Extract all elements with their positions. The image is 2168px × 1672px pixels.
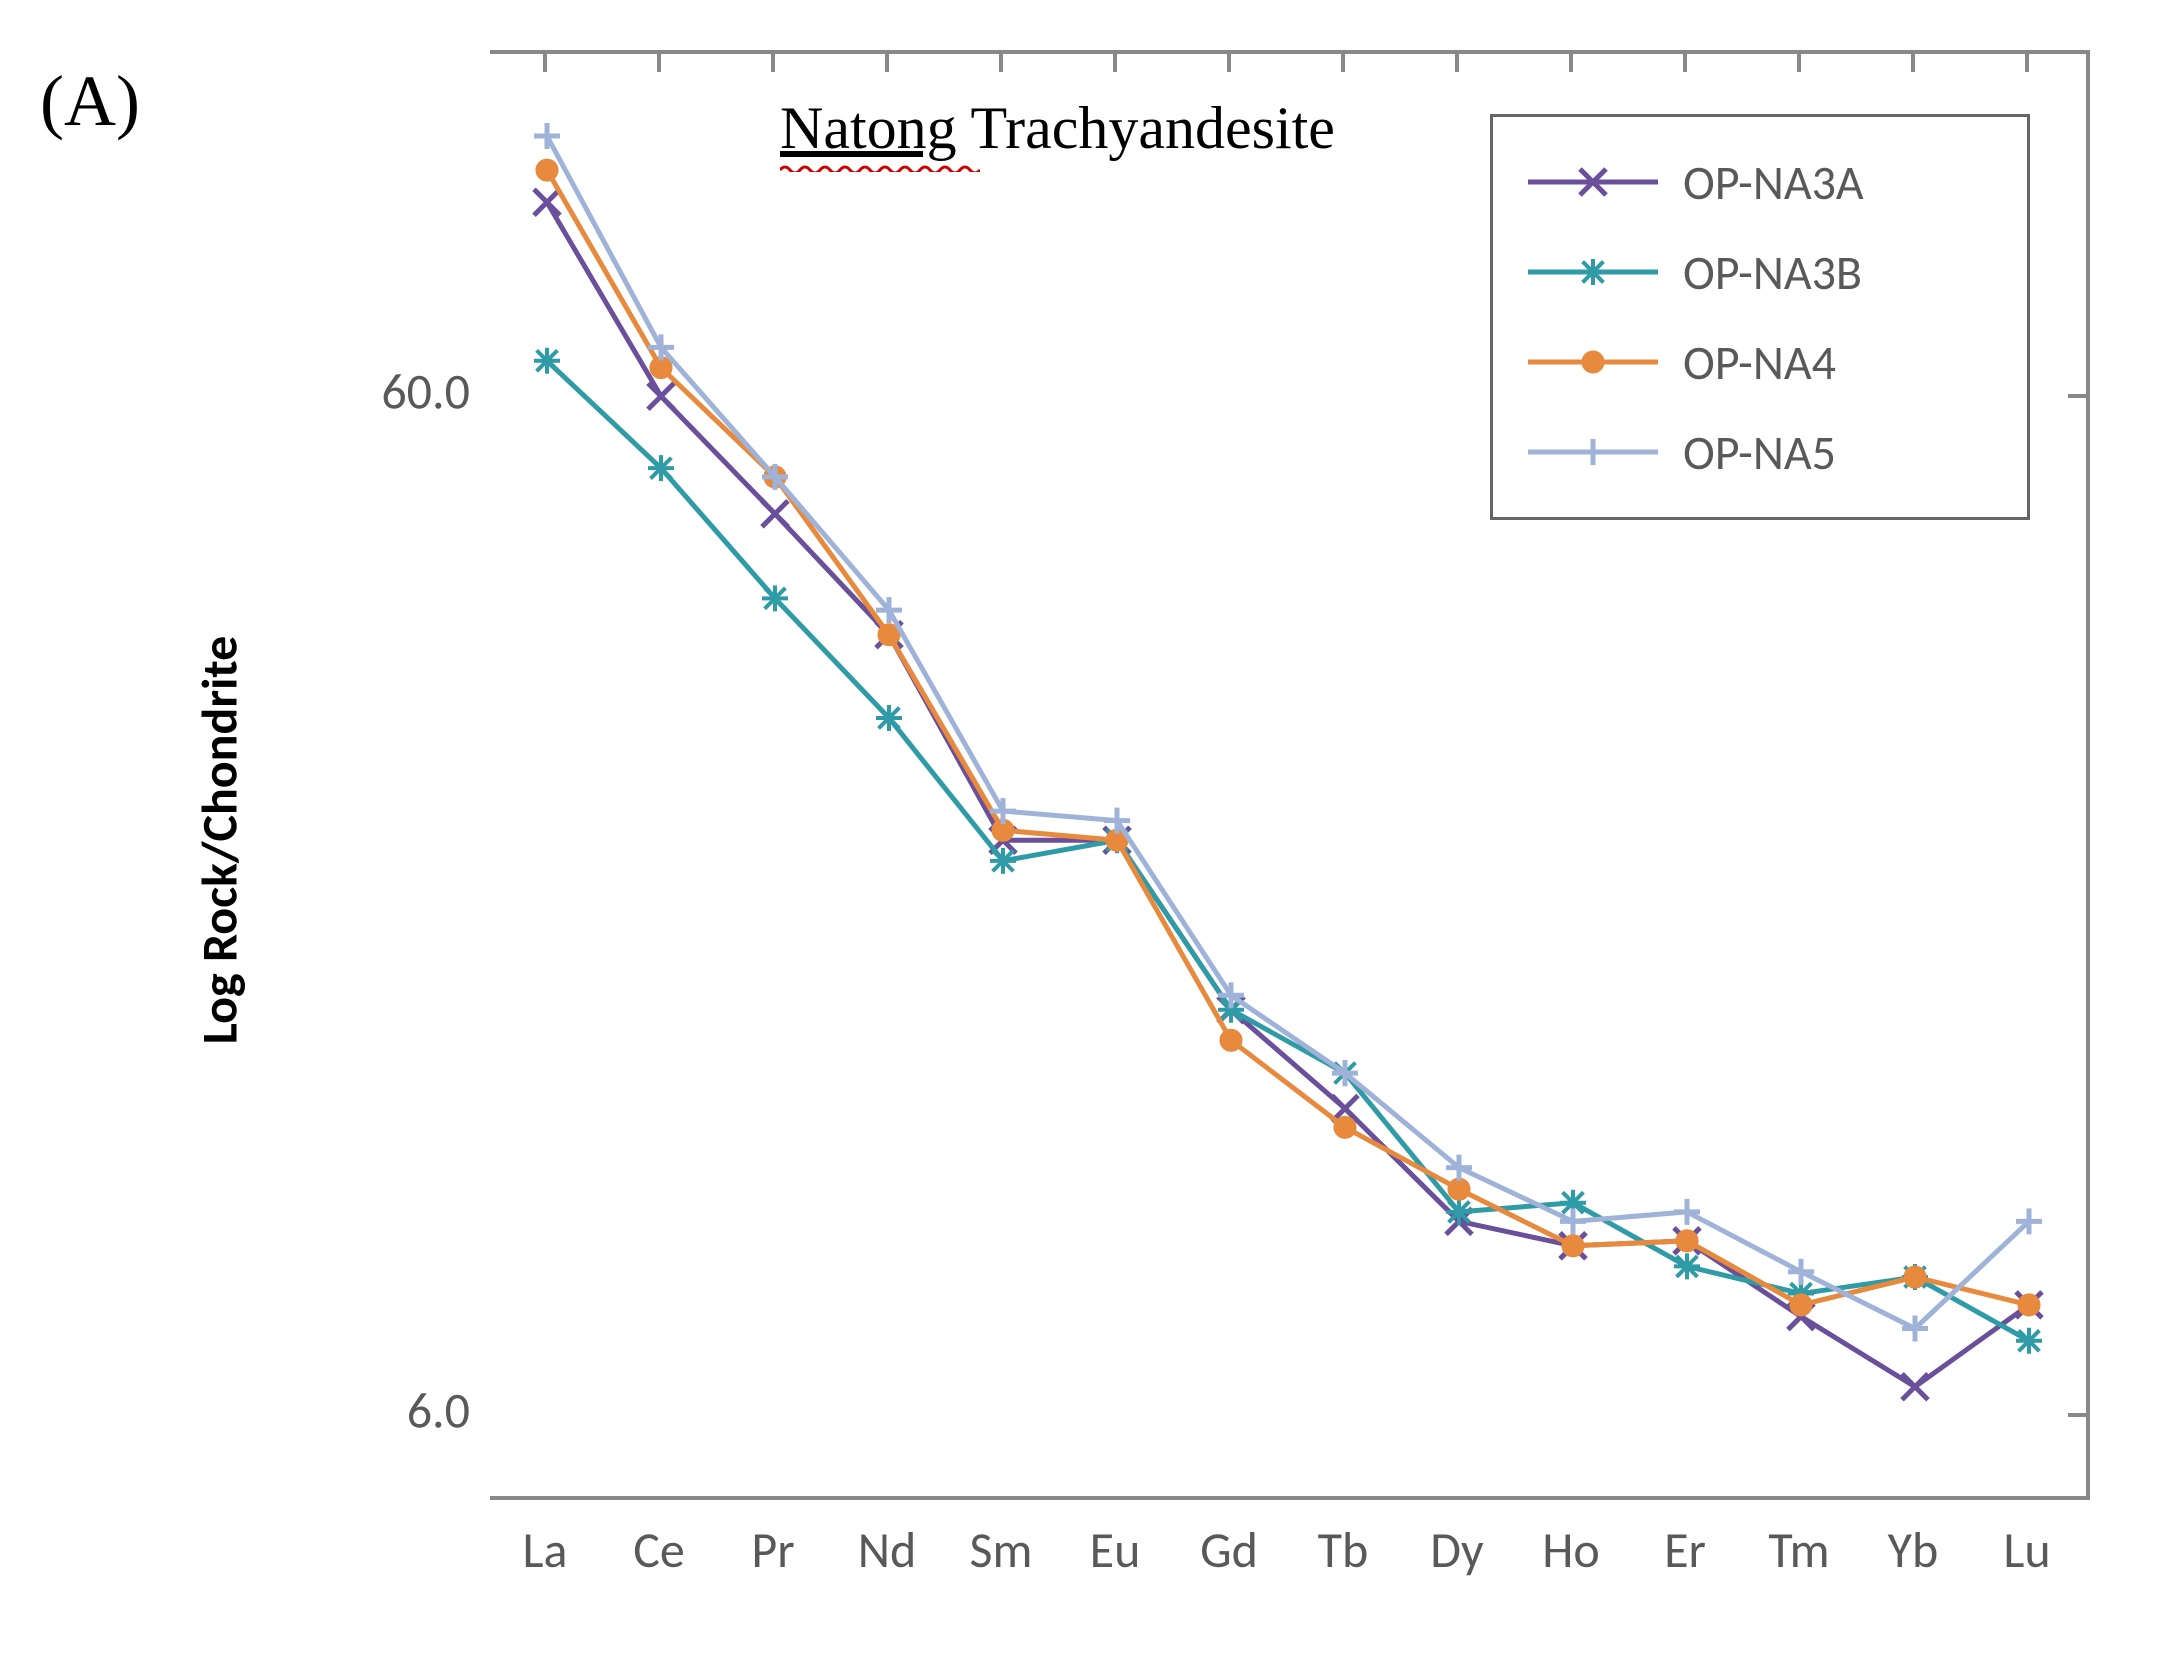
legend-item: OP-NA3A [1523,137,1997,227]
y-tick-label: 6.0 [350,1381,470,1442]
x-tick-label: Sm [970,1520,1033,1581]
legend-item: OP-NA5 [1523,407,1997,497]
legend-label: OP-NA5 [1683,423,1836,482]
series-marker-OP-NA3B [648,455,674,481]
series-marker-OP-NA4 [1448,1178,1470,1200]
series-marker-OP-NA3A [648,383,674,409]
series-marker-OP-NA4 [1562,1235,1584,1257]
legend-label: OP-NA3B [1683,243,1862,302]
x-tick-label: Ho [1542,1520,1600,1581]
x-tick-label: Lu [2003,1520,2050,1581]
series-marker-OP-NA3A [1902,1374,1928,1400]
x-tick-label: Nd [858,1520,917,1581]
series-marker-OP-NA3B [762,585,788,611]
series-marker-OP-NA3A [762,501,788,527]
legend-label: OP-NA4 [1683,333,1836,392]
series-marker-OP-NA4 [2018,1294,2040,1316]
x-tick-label: Tb [1318,1520,1369,1581]
series-marker-OP-NA5 [1788,1259,1814,1285]
x-tick-label: Tm [1768,1520,1829,1581]
x-tick-label: Ce [633,1520,685,1581]
legend-swatch [1523,422,1663,482]
series-marker-OP-NA4 [536,159,558,181]
x-tick-label: Er [1664,1520,1706,1581]
series-marker-OP-NA4 [1220,1029,1242,1051]
series-marker-OP-NA3B [1446,1199,1472,1225]
x-tick-label: La [523,1520,568,1581]
series-marker-OP-NA3B [990,848,1016,874]
series-marker-OP-NA3A [534,189,560,215]
x-tick-label: Eu [1090,1520,1141,1581]
series-marker-OP-NA5 [1674,1199,1700,1225]
series-marker-OP-NA4 [1904,1266,1926,1288]
x-tick-label: Dy [1430,1520,1483,1581]
series-marker-OP-NA3B [2016,1328,2042,1354]
series-marker-OP-NA3B [876,705,902,731]
y-axis-label: Log Rock/Chondrite [190,636,251,1045]
chart-container: Log Rock/Chondrite Natong Trachyandesite… [230,20,2130,1640]
legend-item: OP-NA3B [1523,227,1997,317]
x-tick-label: Pr [751,1520,794,1581]
series-marker-OP-NA4 [1676,1230,1698,1252]
series-marker-OP-NA4 [1790,1294,1812,1316]
legend-label: OP-NA3A [1683,153,1864,212]
series-marker-OP-NA3B [534,348,560,374]
legend: OP-NA3A OP-NA3B OP-NA4 OP-NA5 [1490,114,2030,520]
y-tick-label: 60.0 [350,362,470,423]
plot-area: Natong Trachyandesite OP-NA3AOP-NA3BOP-N… [490,50,2090,1500]
legend-item: OP-NA4 [1523,317,1997,407]
legend-swatch [1523,332,1663,392]
x-tick-label: Yb [1888,1520,1939,1581]
series-marker-OP-NA5 [534,123,560,149]
series-marker-OP-NA3B [1674,1253,1700,1279]
panel-label: (A) [40,60,140,143]
legend-swatch [1523,242,1663,302]
legend-swatch [1523,152,1663,212]
x-tick-label: Gd [1200,1520,1258,1581]
series-marker-OP-NA4 [1334,1116,1356,1138]
